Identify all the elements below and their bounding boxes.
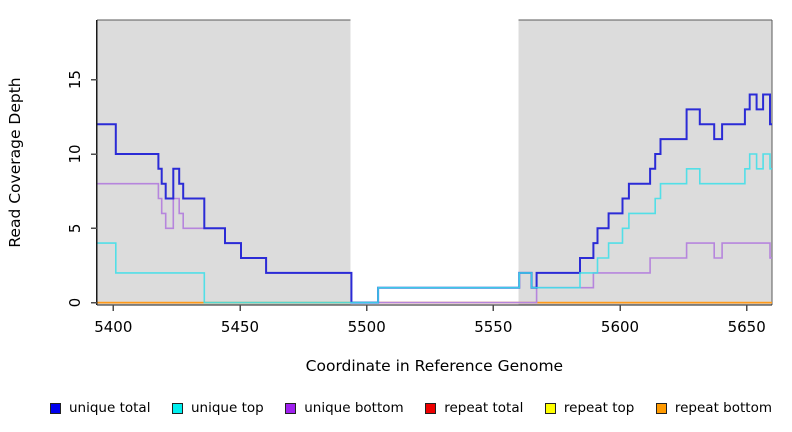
x-tick-label: 5650: [728, 318, 766, 336]
series-line-unique-total: [96, 93, 772, 304]
legend-item: unique bottom: [285, 400, 404, 416]
legend-label: unique top: [191, 400, 264, 416]
x-axis-title: Coordinate in Reference Genome: [306, 357, 563, 375]
shaded-region: [518, 20, 772, 305]
legend-label: repeat total: [444, 400, 524, 416]
legend-swatch-icon: [655, 402, 667, 414]
x-tick-label: 5450: [221, 318, 259, 336]
y-tick-label: 15: [66, 70, 84, 89]
legend-swatch-icon: [544, 402, 556, 414]
legend-label: repeat top: [563, 400, 635, 416]
x-tick-label: 5600: [601, 318, 639, 336]
legend-swatch-icon: [425, 402, 437, 414]
legend-item: repeat top: [544, 400, 635, 416]
x-tick-label: 5400: [94, 318, 132, 336]
legend-item: unique total: [50, 400, 150, 416]
legend-item: unique top: [172, 400, 264, 416]
y-tick-label: 5: [66, 224, 84, 234]
series-line-unique-top: [96, 153, 772, 304]
y-axis-title: Read Coverage Depth: [6, 77, 24, 247]
legend-label: repeat bottom: [674, 400, 772, 416]
y-tick-label: 0: [66, 298, 84, 308]
coverage-plot: 5400 5450 5500 5550 5600 5650 0 5 10 15 Coordinate…: [6, 19, 773, 375]
x-tick-label: 5550: [474, 318, 512, 336]
legend-label: unique bottom: [304, 400, 404, 416]
legend-swatch-icon: [285, 402, 297, 414]
legend-label: unique total: [69, 400, 151, 416]
legend-swatch-icon: [50, 402, 61, 414]
legend-item: repeat bottom: [655, 400, 772, 416]
chart-legend: unique total unique top unique bottom repea…: [0, 396, 792, 420]
legend-item: repeat total: [425, 400, 523, 416]
legend-swatch-icon: [172, 402, 183, 414]
shaded-region: [96, 20, 351, 305]
x-tick-label: 5500: [348, 318, 386, 336]
y-tick-label: 10: [66, 144, 84, 163]
